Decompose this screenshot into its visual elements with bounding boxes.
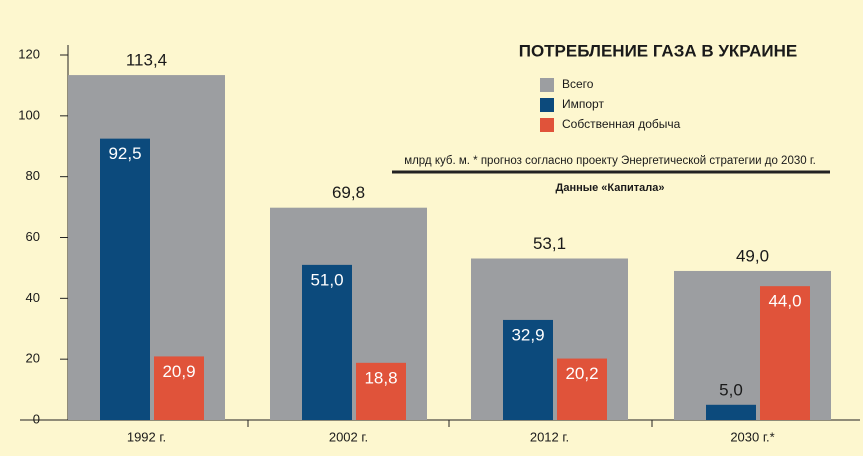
bar bbox=[100, 138, 150, 421]
chart-title: ПОТРЕБЛЕНИЕ ГАЗА В УКРАИНЕ bbox=[519, 41, 798, 60]
y-tick-label: 120 bbox=[18, 46, 40, 61]
x-tick-label: 2012 г. bbox=[530, 429, 569, 444]
y-tick-label: 40 bbox=[26, 290, 40, 305]
y-tick-label: 80 bbox=[26, 168, 40, 183]
bar bbox=[706, 404, 756, 420]
source: Данные «Капитала» bbox=[555, 182, 664, 194]
value-label: 5,0 bbox=[719, 380, 743, 399]
value-label: 18,8 bbox=[364, 368, 397, 387]
bar bbox=[302, 264, 352, 420]
x-tick-label: 2030 г.* bbox=[730, 429, 774, 444]
legend-swatch bbox=[540, 118, 554, 132]
y-tick-label: 20 bbox=[26, 351, 40, 366]
value-label: 92,5 bbox=[108, 144, 141, 163]
bar bbox=[356, 362, 406, 420]
x-tick-label: 1992 г. bbox=[127, 429, 166, 444]
bar bbox=[154, 356, 204, 420]
value-label: 20,9 bbox=[162, 362, 195, 381]
bar bbox=[557, 358, 607, 420]
legend-swatch bbox=[540, 78, 554, 92]
y-tick-label: 0 bbox=[33, 411, 40, 426]
y-tick-label: 100 bbox=[18, 107, 40, 122]
value-label: 69,8 bbox=[332, 183, 365, 202]
legend-label: Импорт bbox=[562, 97, 604, 111]
legend-label: Собственная добыча bbox=[562, 117, 681, 131]
value-label: 49,0 bbox=[736, 246, 769, 265]
note: млрд куб. м. * прогноз согласно проекту … bbox=[404, 155, 816, 167]
value-label: 44,0 bbox=[768, 292, 801, 311]
value-label: 20,2 bbox=[565, 364, 598, 383]
bar bbox=[760, 286, 810, 420]
value-label: 32,9 bbox=[511, 325, 544, 344]
value-label: 113,4 bbox=[126, 51, 167, 70]
legend-swatch bbox=[540, 98, 554, 112]
x-tick-label: 2002 г. bbox=[329, 429, 368, 444]
value-label: 51,0 bbox=[310, 270, 343, 289]
legend-label: Всего bbox=[562, 77, 594, 91]
value-label: 53,1 bbox=[533, 234, 566, 253]
bar bbox=[503, 319, 553, 420]
y-tick-label: 60 bbox=[26, 229, 40, 244]
